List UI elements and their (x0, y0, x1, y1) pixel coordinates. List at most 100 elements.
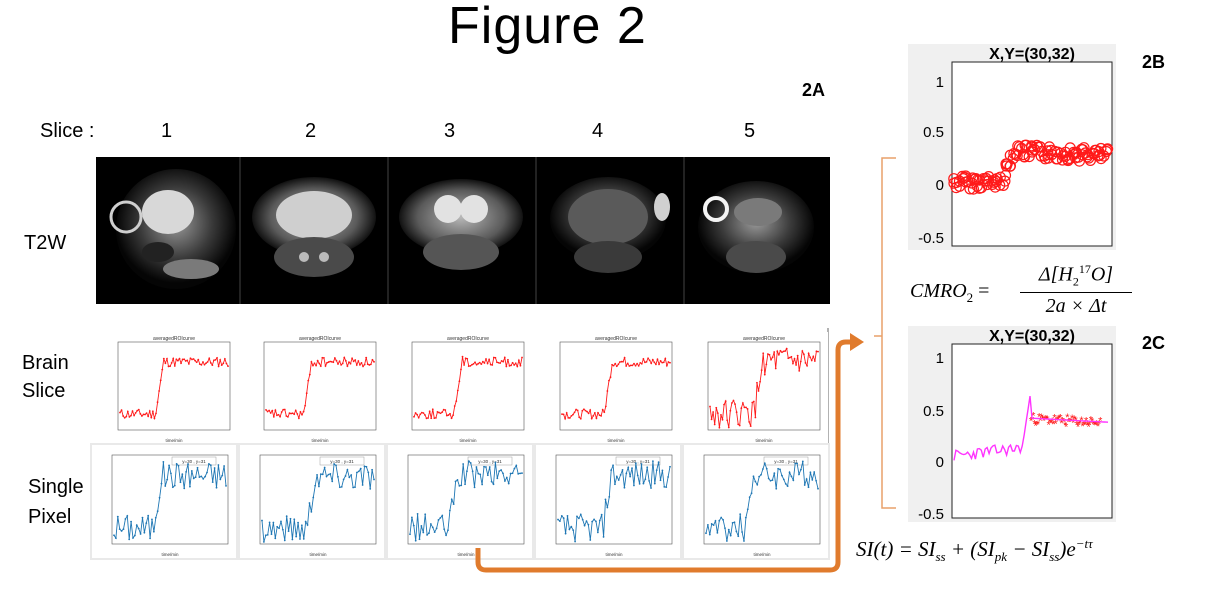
mini-plot-point (216, 356, 218, 359)
mini-plot-point (644, 478, 647, 481)
mini-plot-point (133, 414, 135, 417)
mini-plot-point (436, 411, 439, 413)
mini-plot-point (324, 365, 327, 367)
mini-plot-point (727, 426, 730, 429)
mini-plot-point (443, 528, 446, 530)
mini-plot-point (740, 407, 743, 410)
mini-plot-point (648, 359, 651, 362)
panel-2b-ytick-1: 1 (936, 74, 944, 91)
mini-plot-point (715, 406, 718, 409)
mini-plot-point (499, 362, 501, 364)
mini-plot-point (806, 364, 808, 367)
mini-plot-point (128, 538, 131, 541)
mini-plot-point (122, 415, 125, 417)
mini-plot-point (810, 359, 813, 362)
mini-plot-point (363, 363, 366, 366)
mini-plot-point (488, 466, 491, 468)
row-label-pixel: Pixel (28, 506, 72, 528)
mini-plot-point (645, 360, 648, 363)
mini-plot-title: averagedROIcurve (153, 336, 195, 342)
mini-plot-point (801, 350, 804, 352)
mini-plot-point (471, 470, 474, 473)
mini-plot-point (720, 414, 722, 416)
mini-plot-point (603, 411, 606, 414)
slice-number-4: 4 (592, 120, 604, 142)
mini-plot-point (572, 413, 574, 416)
mini-plot-point (268, 521, 271, 524)
mini-plot-point (741, 531, 743, 533)
mini-plot: averagedROIcurve time/min (392, 332, 532, 444)
mini-plot-point (439, 412, 442, 415)
mini-plot-point (623, 486, 626, 489)
mini-plot-point (262, 541, 265, 543)
mini-plot-point (458, 380, 461, 383)
mini-plot-point (321, 473, 324, 476)
mini-plot-point (796, 462, 799, 465)
mini-plot-point (357, 360, 360, 362)
mini-plot-point (631, 467, 633, 469)
mini-plot-point (591, 520, 594, 523)
mini-plot-point (280, 411, 283, 413)
mini-plot-point (330, 360, 333, 363)
mini-plot-point (640, 463, 643, 465)
mini-plot-point (659, 359, 662, 362)
mini-plot-point (158, 496, 161, 499)
mini-plot-point (433, 417, 436, 420)
mini-plot-point (306, 524, 309, 526)
mini-plot-point (731, 521, 734, 524)
mini-plot-point (460, 484, 463, 487)
mini-plot-point (792, 362, 794, 365)
single-pixel-plots: y=30 , y=31 time/min y=30 , y=31 time/min y=… (90, 443, 830, 560)
mini-plot-point (329, 473, 332, 475)
mini-plot-point (363, 465, 366, 468)
mini-plot-point (291, 412, 294, 415)
mini-plot-point (371, 468, 374, 471)
mini-plot-point (466, 357, 469, 360)
mini-plot-point (579, 417, 582, 420)
mini-plot-point (667, 361, 670, 363)
mini-plot-point (511, 472, 514, 475)
mini-plot-point (187, 362, 190, 365)
mini-plot-point (214, 359, 217, 361)
cmro2-equation: CMRO2 = Δ[H217O] 2a × Δt (910, 262, 1150, 322)
mini-plot-point (735, 411, 738, 414)
mini-plot-point (222, 362, 225, 365)
panel-2c-star: * (1064, 421, 1069, 433)
cmro2-denominator: 2a × Δt (1045, 295, 1107, 317)
mini-plot-point (815, 479, 818, 482)
cmro2-numerator: Δ[H217O] (1038, 262, 1114, 289)
mini-plot-point (148, 410, 151, 412)
mini-plot-point (304, 404, 307, 407)
mini-plot-point (650, 487, 652, 489)
mini-plot-point (219, 359, 222, 361)
mini-plot-point (615, 365, 618, 368)
mini-plot-point (472, 362, 475, 365)
mini-plot-point (564, 532, 567, 535)
mini-plot-point (650, 362, 653, 365)
mini-plot-point (629, 475, 632, 478)
mini-plot-point (124, 518, 127, 520)
mini-plot-point (576, 409, 579, 412)
mini-plot-point (664, 357, 667, 360)
mini-plot-point (589, 539, 592, 541)
mini-plot-point (585, 520, 588, 523)
mini-plot-point (149, 537, 151, 540)
mini-plot-point (475, 466, 478, 468)
mini-plot-point (179, 481, 182, 484)
mini-plot-point (749, 425, 752, 428)
mini-plot-point (261, 519, 263, 522)
mini-plot-point (494, 356, 497, 359)
panel-2c-star: * (1082, 420, 1087, 432)
mini-plot-point (796, 354, 799, 357)
mini-plot-point (731, 402, 733, 404)
mini-plot-point (595, 520, 597, 523)
mini-plot-point (469, 364, 472, 367)
mini-plot-point (200, 475, 203, 478)
mini-plot-point (519, 364, 522, 367)
panel-label-2b: 2B (1142, 52, 1166, 72)
mini-plot-point (265, 408, 267, 411)
mini-plot-point (790, 475, 793, 478)
mini-plot-point (627, 466, 630, 469)
panel-2c-ytick-neg-0-5: -0.5 (918, 506, 944, 522)
panel-2c-star: * (1044, 414, 1049, 426)
